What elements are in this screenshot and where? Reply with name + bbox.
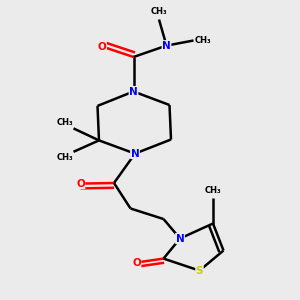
Text: N: N	[162, 40, 171, 51]
Text: O: O	[98, 41, 106, 52]
Text: CH₃: CH₃	[205, 186, 221, 195]
Text: O: O	[76, 178, 85, 189]
Text: CH₃: CH₃	[195, 36, 211, 45]
Text: CH₃: CH₃	[56, 153, 73, 162]
Text: CH₃: CH₃	[56, 118, 73, 127]
Text: CH₃: CH₃	[151, 8, 167, 16]
Text: O: O	[132, 257, 141, 268]
Text: N: N	[176, 233, 184, 244]
Text: N: N	[130, 148, 140, 159]
Text: N: N	[129, 86, 138, 97]
Text: S: S	[196, 266, 203, 276]
